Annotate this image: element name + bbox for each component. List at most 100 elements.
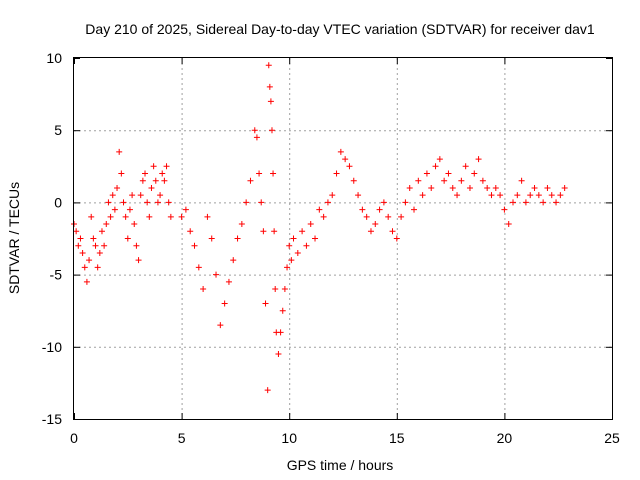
data-point xyxy=(561,184,568,191)
data-point xyxy=(288,257,295,264)
data-point xyxy=(217,322,224,329)
data-point xyxy=(135,257,142,264)
data-point xyxy=(380,199,387,206)
data-point xyxy=(324,199,331,206)
data-point xyxy=(94,264,101,271)
data-point xyxy=(238,221,245,228)
data-point xyxy=(77,235,84,242)
x-axis-title: GPS time / hours xyxy=(287,457,394,473)
data-point xyxy=(105,199,112,206)
data-point xyxy=(307,221,314,228)
data-point xyxy=(436,156,443,163)
data-point xyxy=(264,387,271,394)
y-tick-label: 0 xyxy=(54,194,62,210)
x-tick-label: 10 xyxy=(281,430,297,446)
data-point xyxy=(484,184,491,191)
data-point xyxy=(535,192,542,199)
data-point xyxy=(303,242,310,249)
data-point xyxy=(557,192,564,199)
data-point xyxy=(243,199,250,206)
data-point xyxy=(449,184,456,191)
data-point xyxy=(98,228,105,235)
data-point xyxy=(204,213,211,220)
data-point xyxy=(122,213,129,220)
data-point xyxy=(294,249,301,256)
data-point xyxy=(101,242,108,249)
data-point xyxy=(393,235,400,242)
y-tick-label: -5 xyxy=(50,267,63,283)
data-point xyxy=(471,170,478,177)
data-point xyxy=(402,199,409,206)
data-point xyxy=(144,199,151,206)
data-point xyxy=(73,228,80,235)
plot-frame xyxy=(73,57,613,420)
y-axis-title: SDTVAR / TECUs xyxy=(6,182,22,294)
data-point xyxy=(137,192,144,199)
data-point xyxy=(385,213,392,220)
data-point xyxy=(88,213,95,220)
data-point xyxy=(342,156,349,163)
data-point xyxy=(355,192,362,199)
data-point xyxy=(109,192,116,199)
data-point xyxy=(428,184,435,191)
data-point xyxy=(111,206,118,213)
data-point xyxy=(389,228,396,235)
data-point xyxy=(411,206,418,213)
data-point xyxy=(419,192,426,199)
x-tick-label: 15 xyxy=(389,430,405,446)
data-point xyxy=(124,235,131,242)
data-point xyxy=(114,184,121,191)
data-point xyxy=(527,192,534,199)
data-point xyxy=(522,199,529,206)
data-point xyxy=(488,192,495,199)
data-point xyxy=(275,351,282,358)
data-point xyxy=(544,184,551,191)
data-point xyxy=(86,257,93,264)
data-points xyxy=(71,62,568,394)
data-point xyxy=(290,235,297,242)
data-point xyxy=(195,264,202,271)
data-point xyxy=(320,213,327,220)
data-point xyxy=(90,235,97,242)
y-tick-label: 10 xyxy=(46,50,62,66)
y-tick-label: -15 xyxy=(42,411,62,427)
data-point xyxy=(531,184,538,191)
data-point xyxy=(265,62,272,69)
data-point xyxy=(510,199,517,206)
y-tick-label: -10 xyxy=(42,339,62,355)
data-point xyxy=(139,177,146,184)
data-point xyxy=(157,192,164,199)
data-point xyxy=(191,242,198,249)
data-point xyxy=(126,206,133,213)
data-point xyxy=(475,156,482,163)
data-point xyxy=(234,235,241,242)
data-point xyxy=(131,221,138,228)
data-point xyxy=(281,286,288,293)
data-point xyxy=(271,228,278,235)
data-point xyxy=(346,163,353,170)
data-point xyxy=(92,242,99,249)
data-point xyxy=(165,199,172,206)
data-point xyxy=(372,221,379,228)
data-point xyxy=(163,163,170,170)
data-point xyxy=(267,98,274,105)
data-point xyxy=(350,177,357,184)
data-point xyxy=(266,83,273,90)
data-point xyxy=(505,221,512,228)
x-tick-labels: 0 5 10 15 20 25 xyxy=(70,430,620,446)
data-point xyxy=(178,213,185,220)
x-tick-label: 5 xyxy=(178,430,186,446)
data-point xyxy=(81,264,88,271)
data-point xyxy=(268,127,275,134)
data-point xyxy=(553,199,560,206)
data-point xyxy=(277,329,284,336)
data-point xyxy=(286,242,293,249)
data-point xyxy=(258,199,265,206)
data-point xyxy=(284,264,291,271)
data-point xyxy=(367,228,374,235)
data-point xyxy=(272,286,279,293)
data-point xyxy=(251,127,258,134)
